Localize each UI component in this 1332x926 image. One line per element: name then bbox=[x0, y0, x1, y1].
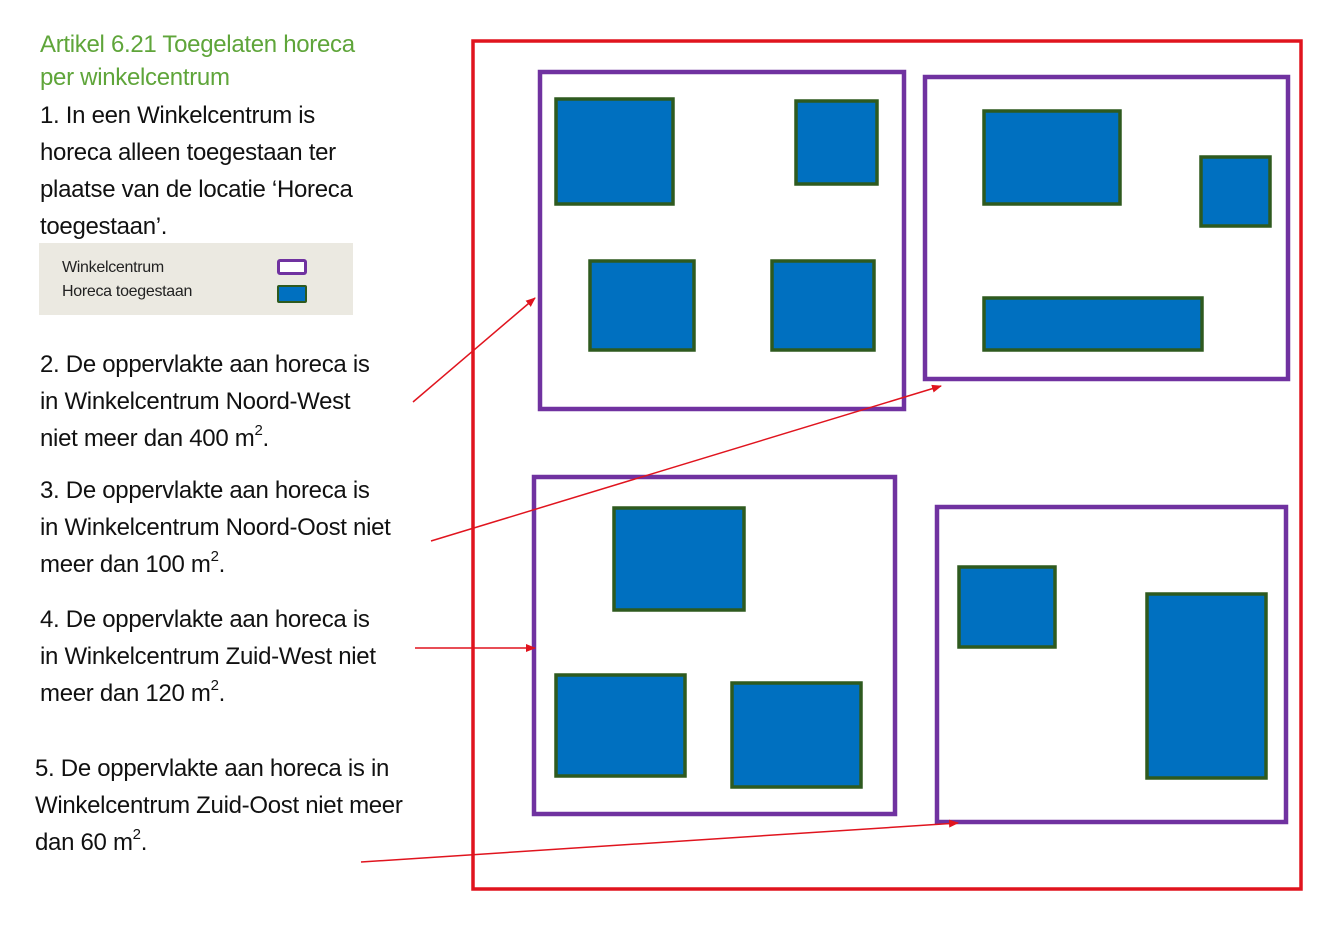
rule-1: 1. In een Winkelcentrum is horeca alleen… bbox=[40, 97, 353, 245]
rule-2-line: in Winkelcentrum Noord-West bbox=[40, 388, 351, 415]
rule-3-line: in Winkelcentrum Noord-Oost niet bbox=[40, 514, 391, 541]
superscript: 2 bbox=[210, 548, 219, 565]
winkelcentrum-zuid-oost bbox=[934, 504, 1289, 825]
legend-label-winkelcentrum: Winkelcentrum bbox=[62, 259, 164, 276]
superscript: 2 bbox=[254, 422, 263, 439]
rule-4-line: 4. De oppervlakte aan horeca is bbox=[40, 606, 370, 633]
winkelcentrum-noord-oost bbox=[922, 74, 1291, 382]
superscript: 2 bbox=[132, 826, 141, 843]
horeca-area bbox=[730, 681, 863, 789]
horeca-area bbox=[957, 565, 1057, 649]
rule-1-line: horeca alleen toegestaan ter bbox=[40, 139, 336, 166]
rule-2-line: niet meer dan 400 m2. bbox=[40, 422, 269, 452]
rule-5-line: 5. De oppervlakte aan horeca is in bbox=[35, 755, 390, 782]
legend-label-horeca: Horeca toegestaan bbox=[62, 283, 193, 300]
article-heading-line: Artikel 6.21 Toegelaten horeca bbox=[40, 31, 355, 58]
horeca-swatch-icon bbox=[277, 285, 307, 303]
arrow-zuid-oost bbox=[360, 819, 959, 863]
horeca-area bbox=[554, 673, 687, 778]
horeca-area bbox=[770, 259, 876, 352]
horeca-area bbox=[1199, 155, 1272, 228]
legend: Winkelcentrum Horeca toegestaan bbox=[39, 243, 353, 315]
rule-3-line: 3. De oppervlakte aan horeca is bbox=[40, 477, 370, 504]
rule-5: 5. De oppervlakte aan horeca is in Winke… bbox=[35, 750, 403, 861]
rule-1-line: toegestaan’. bbox=[40, 213, 168, 240]
arrow-noord-oost bbox=[430, 384, 942, 542]
rule-4-line: in Winkelcentrum Zuid-West niet bbox=[40, 643, 376, 670]
horeca-area bbox=[982, 109, 1122, 206]
article-heading: Artikel 6.21 Toegelaten horeca per winke… bbox=[40, 28, 400, 94]
plan-boundary bbox=[471, 39, 1303, 891]
superscript: 2 bbox=[210, 677, 219, 694]
horeca-area bbox=[612, 506, 746, 612]
rule-3: 3. De oppervlakte aan horeca is in Winke… bbox=[40, 472, 391, 583]
rule-1-line: 1. In een Winkelcentrum is bbox=[40, 102, 315, 129]
article-heading-line: per winkelcentrum bbox=[40, 64, 230, 91]
rule-2-line: 2. De oppervlakte aan horeca is bbox=[40, 351, 370, 378]
horeca-area bbox=[554, 97, 675, 206]
horeca-area bbox=[982, 296, 1204, 352]
winkelcentrum-swatch-icon bbox=[277, 259, 307, 275]
arrow-noord-west bbox=[412, 297, 536, 403]
rule-4-line: meer dan 120 m2. bbox=[40, 677, 225, 707]
horeca-area bbox=[588, 259, 696, 352]
rule-2: 2. De oppervlakte aan horeca is in Winke… bbox=[40, 346, 370, 457]
rule-5-line: Winkelcentrum Zuid-Oost niet meer bbox=[35, 792, 403, 819]
rule-4: 4. De oppervlakte aan horeca is in Winke… bbox=[40, 601, 376, 712]
winkelcentrum-noord-west bbox=[537, 69, 907, 412]
rule-3-line: meer dan 100 m2. bbox=[40, 548, 225, 578]
horeca-area bbox=[794, 99, 879, 186]
rule-5-line: dan 60 m2. bbox=[35, 826, 148, 856]
rule-1-line: plaatse van de locatie ‘Horeca bbox=[40, 176, 353, 203]
horeca-area bbox=[1145, 592, 1268, 780]
